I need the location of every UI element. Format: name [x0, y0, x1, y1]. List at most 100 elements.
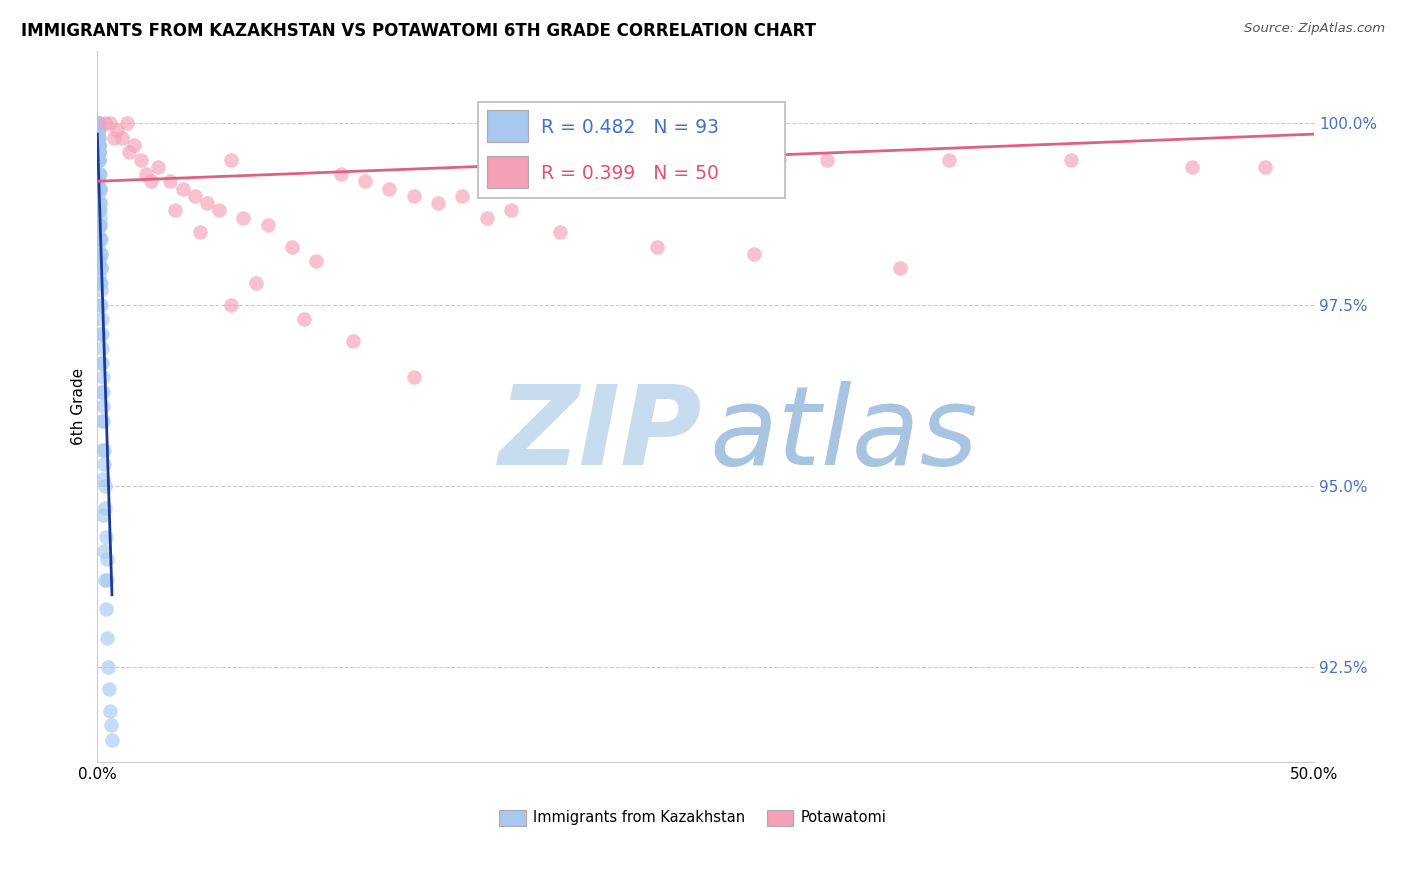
Point: [91, 399, 114, 413]
Point: [93, 508, 115, 522]
Point: [219, 153, 242, 167]
Point: [98, 704, 121, 718]
Point: [96, 574, 118, 588]
Text: Immigrants from Kazakhstan: Immigrants from Kazakhstan: [533, 810, 745, 824]
Point: [292, 312, 315, 326]
Point: [208, 203, 231, 218]
Point: [87, 232, 110, 246]
Text: ZIP: ZIP: [499, 381, 702, 488]
Point: [744, 247, 766, 261]
Point: [427, 196, 450, 211]
Point: [122, 138, 145, 153]
Point: [91, 384, 114, 399]
Point: [98, 116, 121, 130]
Point: [281, 239, 304, 253]
Point: [451, 188, 474, 202]
Point: [87, 153, 110, 167]
Point: [89, 326, 111, 341]
Point: [402, 188, 425, 202]
Point: [329, 167, 352, 181]
Point: [87, 138, 110, 153]
FancyBboxPatch shape: [766, 810, 793, 826]
Point: [354, 174, 377, 188]
Point: [91, 442, 114, 457]
Point: [94, 500, 117, 515]
Point: [115, 116, 138, 130]
Point: [378, 181, 401, 195]
Point: [87, 254, 110, 268]
Point: [89, 196, 111, 211]
Point: [159, 174, 181, 188]
Point: [645, 239, 668, 253]
Point: [89, 247, 111, 261]
Point: [89, 232, 111, 246]
Point: [89, 196, 111, 211]
Point: [111, 130, 134, 145]
Point: [93, 442, 115, 457]
Point: [87, 268, 110, 283]
Text: Potawatomi: Potawatomi: [800, 810, 887, 824]
Point: [1254, 160, 1277, 174]
Point: [129, 153, 152, 167]
Point: [90, 276, 112, 290]
Point: [87, 116, 110, 130]
Point: [100, 718, 122, 732]
Point: [402, 370, 425, 384]
Point: [139, 174, 162, 188]
Point: [103, 130, 125, 145]
Point: [90, 297, 112, 311]
Point: [90, 247, 112, 261]
Point: [87, 138, 110, 153]
Point: [97, 660, 120, 674]
Point: [94, 530, 117, 544]
FancyBboxPatch shape: [499, 810, 526, 826]
Text: atlas: atlas: [710, 381, 979, 488]
Point: [572, 116, 595, 130]
Point: [87, 116, 110, 130]
Point: [89, 254, 111, 268]
Point: [93, 544, 115, 558]
Point: [87, 174, 110, 188]
Point: [87, 145, 110, 160]
Point: [105, 123, 128, 137]
Point: [96, 632, 118, 646]
Point: [89, 167, 111, 181]
Point: [87, 116, 110, 130]
Point: [256, 218, 278, 232]
Point: [91, 326, 114, 341]
Point: [91, 341, 114, 355]
Point: [89, 218, 111, 232]
Point: [89, 203, 111, 218]
Point: [1060, 153, 1083, 167]
Text: Source: ZipAtlas.com: Source: ZipAtlas.com: [1244, 22, 1385, 36]
Point: [90, 261, 112, 276]
Point: [87, 153, 110, 167]
Point: [87, 188, 110, 202]
Point: [87, 130, 110, 145]
Point: [87, 153, 110, 167]
Point: [172, 181, 194, 195]
Point: [499, 203, 522, 218]
Point: [815, 153, 838, 167]
Point: [90, 384, 112, 399]
Point: [87, 116, 110, 130]
Point: [1181, 160, 1204, 174]
Point: [90, 312, 112, 326]
Point: [87, 123, 110, 137]
Point: [91, 356, 114, 370]
Point: [87, 123, 110, 137]
Point: [245, 276, 267, 290]
Point: [90, 283, 112, 297]
Point: [89, 181, 111, 195]
Point: [93, 414, 115, 428]
Point: [89, 167, 111, 181]
Point: [93, 479, 115, 493]
Point: [188, 225, 211, 239]
Point: [89, 181, 111, 195]
Point: [89, 181, 111, 195]
Point: [89, 211, 111, 225]
Point: [90, 414, 112, 428]
Point: [768, 153, 790, 167]
Point: [938, 153, 960, 167]
Point: [232, 211, 254, 225]
